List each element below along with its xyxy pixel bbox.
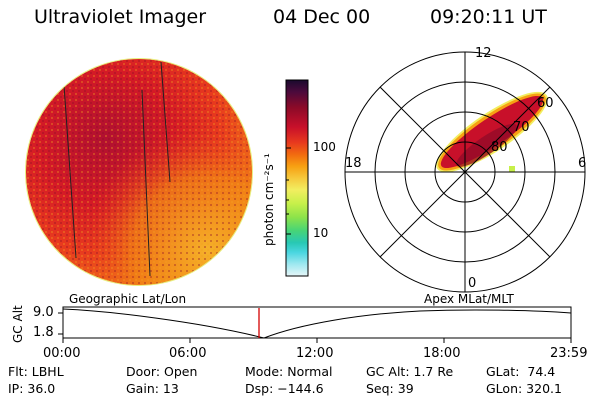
dsp-value: Dsp: −144.6	[245, 381, 324, 396]
timeline-y-bottom: 1.8	[33, 325, 54, 340]
polar-diagonal	[379, 86, 551, 258]
timeline-frame	[62, 306, 572, 339]
ip-value: IP: 36.0	[8, 381, 56, 396]
gain-value: Gain: 13	[126, 381, 179, 396]
timeline-y-top: 9.0	[33, 305, 54, 320]
altitude-curve	[62, 308, 572, 339]
mlat-label-70: 70	[513, 120, 530, 135]
timeline-left-title: Geographic Lat/Lon	[69, 292, 187, 306]
door-status: Door: Open	[126, 364, 198, 379]
auroral-oval	[436, 91, 548, 173]
glon-value: GLon: 320.1	[486, 381, 562, 396]
timeline-x-tick: 18:00	[423, 346, 461, 361]
mlt-label-12: 12	[475, 46, 492, 61]
meridian-line	[160, 61, 171, 183]
gc-alt-value: GC Alt: 1.7 Re	[366, 364, 454, 379]
meridian-line	[63, 84, 77, 259]
seq-value: Seq: 39	[366, 381, 414, 396]
timeline-x-tick: 23:59	[550, 346, 588, 361]
timeline-x-tick: 06:00	[169, 346, 207, 361]
colorbar	[285, 79, 309, 277]
instrument-title: Ultraviolet Imager	[34, 6, 207, 28]
mode-value: Mode: Normal	[245, 364, 333, 379]
mlat-label-60: 60	[537, 96, 554, 111]
time-label: 09:20:11 UT	[430, 6, 547, 28]
colorbar-tick-10: 10	[313, 226, 329, 240]
filter-value: Flt: LBHL	[8, 364, 64, 379]
colorbar-tick-100: 100	[313, 140, 336, 154]
glat-value: GLat: 74.4	[486, 364, 556, 379]
timeline-x-tick: 00:00	[43, 346, 81, 361]
meridian-line	[141, 89, 151, 277]
date-label: 04 Dec 00	[273, 6, 371, 28]
mlat-label-80: 80	[491, 140, 508, 155]
timeline-x-tick: 12:00	[296, 346, 334, 361]
oval-fragment	[509, 166, 515, 172]
timeline-right-title: Apex MLat/MLT	[424, 292, 514, 306]
mlt-label-18: 18	[345, 156, 362, 171]
mlt-label-0: 0	[468, 276, 477, 291]
mlt-label-6: 6	[578, 156, 587, 171]
